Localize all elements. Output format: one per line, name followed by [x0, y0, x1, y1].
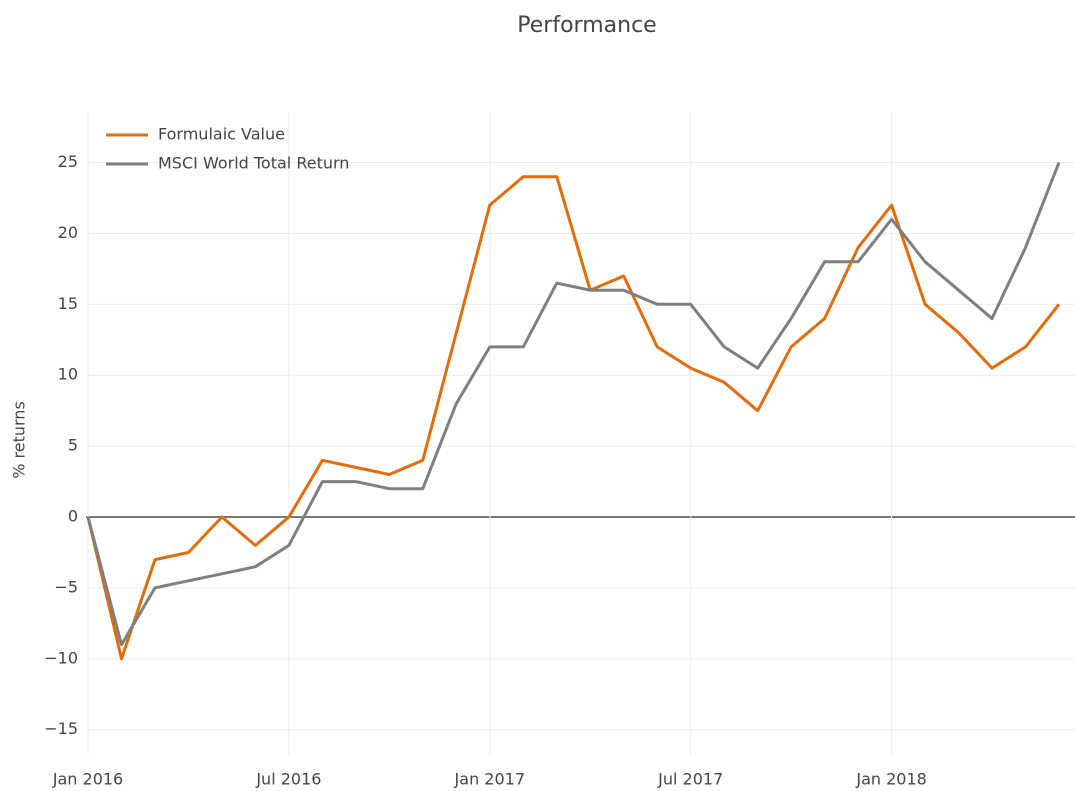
y-tick-label: −10	[44, 648, 78, 667]
legend-label: MSCI World Total Return	[158, 154, 349, 173]
series-line	[86, 161, 1061, 647]
legend-label: Formulaic Value	[158, 125, 285, 144]
y-tick-label: 5	[68, 436, 78, 455]
y-tick-label: 10	[58, 365, 78, 384]
x-tick-label: Jan 2018	[855, 770, 926, 789]
y-tick-label: −15	[44, 719, 78, 738]
series-line	[86, 175, 1061, 661]
x-tick-label: Jul 2017	[657, 770, 723, 789]
y-tick-label: 15	[58, 294, 78, 313]
x-tick-label: Jan 2017	[454, 770, 525, 789]
x-tick-label: Jul 2016	[255, 770, 321, 789]
y-axis-label: % returns	[10, 401, 29, 479]
y-tick-label: 0	[68, 507, 78, 526]
x-tick-label: Jan 2016	[52, 770, 123, 789]
y-tick-label: −5	[54, 577, 78, 596]
chart-title: Performance	[517, 13, 656, 38]
y-tick-label: 20	[58, 223, 78, 242]
y-tick-label: 25	[58, 152, 78, 171]
